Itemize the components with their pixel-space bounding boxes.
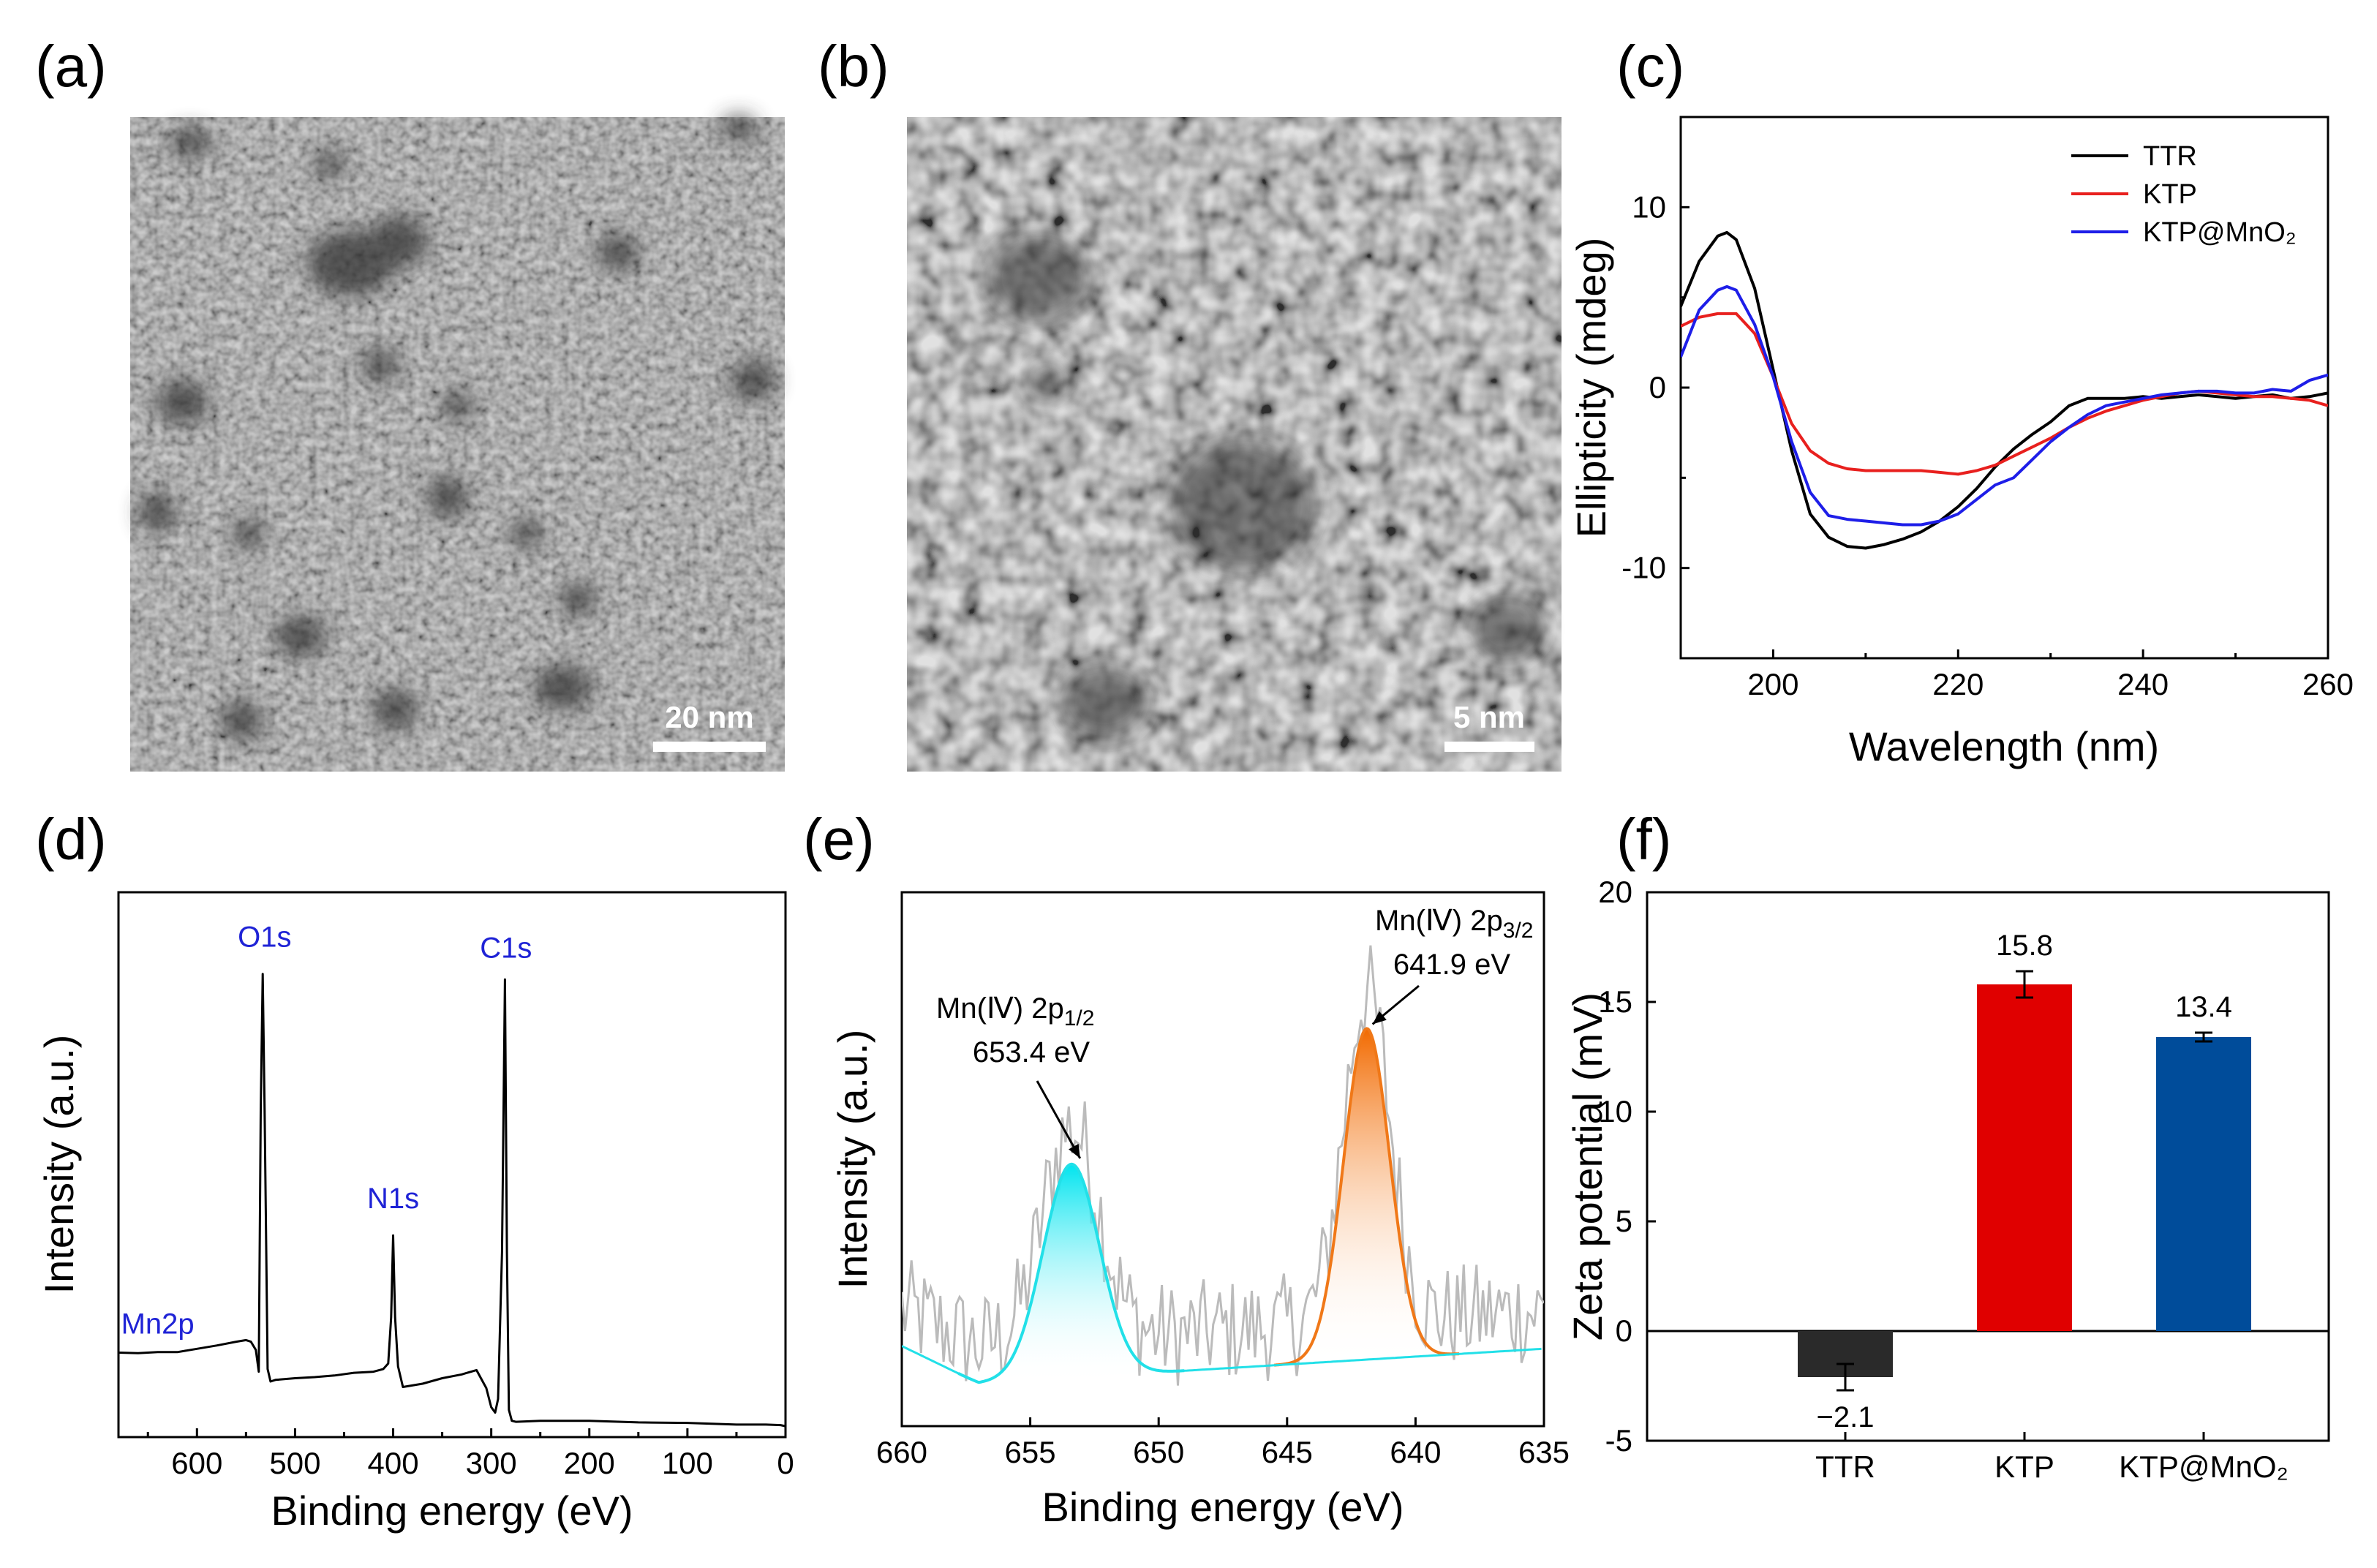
y-tick-label-f: -5 <box>1605 1423 1632 1458</box>
arrow-p12-head <box>1069 1143 1080 1158</box>
y-axis-label-d: Intensity (a.u.) <box>36 1035 82 1294</box>
y-tick-label-f: 5 <box>1616 1204 1632 1238</box>
peak-energy-p32: 641.9 eV <box>1393 949 1510 981</box>
series-line-ttr <box>1681 230 2328 550</box>
x-axis-label-d: Binding energy (eV) <box>271 1488 633 1534</box>
series-line-ktp <box>1681 312 2328 476</box>
y-axis-label-e: Intensity (a.u.) <box>829 1030 875 1289</box>
x-tick-label-d: 600 <box>171 1446 222 1480</box>
panel-f-label: (f) <box>1616 807 1672 872</box>
x-tick-label-c: 220 <box>1932 667 1984 701</box>
bars-f: −2.1 TTR 15.8 KTP 13.4 KTP@MnO₂ <box>1798 930 2289 1484</box>
x-tick-label-d: 500 <box>269 1446 320 1480</box>
panel-a: (a) <box>35 34 785 772</box>
x-tick-label-d: 200 <box>564 1446 615 1480</box>
survey-spectrum-line <box>118 973 786 1428</box>
x-axis-label-e: Binding energy (eV) <box>1042 1484 1404 1530</box>
raw-xps-data-line <box>902 945 1544 1386</box>
tem-image-b: 5 nm <box>907 117 1562 772</box>
bar-value-label: −2.1 <box>1817 1401 1875 1433</box>
series-lines-c <box>1681 230 2328 550</box>
x-tick-label-d: 300 <box>466 1446 517 1480</box>
peak-label-n1s: N1s <box>367 1183 419 1215</box>
peak-label-p12-subscript: 1/2 <box>1064 1006 1095 1030</box>
x-tick-label-e: 640 <box>1390 1435 1441 1469</box>
x-category-label-f: KTP@MnO₂ <box>2119 1450 2289 1484</box>
peak-fit-line-p32 <box>1274 1027 1460 1367</box>
peak-label-p32-subscript: 3/2 <box>1503 919 1534 943</box>
panel-f: (f) -5 0 5 10 15 20 −2.1 TTR 15.8 KTP 13.4 KTP@MnO… <box>1564 807 2330 1484</box>
peak-label-c1s: C1s <box>480 932 532 964</box>
axis-ticks-c: 200 220 240 260 -10 0 10 <box>1621 116 2354 701</box>
scale-bar-a-label: 20 nm <box>665 700 753 734</box>
arrow-p32-head <box>1372 1011 1387 1025</box>
scale-bar-a <box>653 742 766 752</box>
panel-c-label: (c) <box>1616 34 1684 99</box>
bar-value-label: 13.4 <box>2175 991 2232 1023</box>
x-tick-label-e: 635 <box>1518 1435 1570 1469</box>
x-category-label-f: KTP <box>1994 1450 2054 1484</box>
x-tick-label-e: 660 <box>876 1435 927 1469</box>
x-tick-label-d: 0 <box>777 1446 794 1480</box>
baseline-fit-line <box>902 1163 1542 1384</box>
y-tick-label-f: 0 <box>1616 1313 1632 1348</box>
x-tick-label-c: 260 <box>2302 667 2354 701</box>
y-tick-label-c: 10 <box>1632 189 1666 224</box>
x-tick-label-d: 400 <box>367 1446 418 1480</box>
panel-c: (c) 200 220 240 260 -10 0 10 TTR KTP KTP@MnO₂ Wa… <box>1568 34 2354 769</box>
scale-bar-b <box>1444 742 1534 752</box>
x-tick-label-c: 200 <box>1747 667 1798 701</box>
series-lines-e <box>902 945 1544 1386</box>
legend-label-ttr: TTR <box>2143 141 2197 172</box>
legend-c: TTR KTP KTP@MnO₂ <box>2071 141 2297 248</box>
peak-label-mn2p: Mn2p <box>121 1308 195 1340</box>
scale-bar-b-label: 5 nm <box>1453 700 1525 734</box>
series-lines-d <box>118 973 786 1428</box>
peak-label-o1s: O1s <box>238 921 291 954</box>
legend-label-ktp: KTP <box>2143 179 2197 210</box>
arrow-p12 <box>1036 1080 1082 1159</box>
y-tick-label-f: 10 <box>1598 1094 1632 1128</box>
legend-label-ktp-mno2: KTP@MnO₂ <box>2143 217 2297 248</box>
peak-label-p12: Mn(Ⅳ) 2p1/2 <box>936 992 1094 1030</box>
x-tick-label-e: 645 <box>1262 1435 1313 1469</box>
peak-fill-p32 <box>1274 1028 1460 1365</box>
peak-fill-p12 <box>958 1164 1185 1384</box>
plot-frame-f <box>1646 891 2330 1442</box>
x-category-label-f: TTR <box>1815 1450 1875 1484</box>
x-tick-label-c: 240 <box>2117 667 2169 701</box>
panel-d: (d) 600 500 400 300 200 100 0 Mn2p O1s N1s C1s Bi… <box>35 807 794 1534</box>
series-line-ktp-mno2 <box>1681 284 2328 527</box>
y-tick-label-f: 20 <box>1598 875 1632 909</box>
y-tick-label-f: 15 <box>1598 984 1632 1019</box>
panel-e: (e) 660 655 650 645 640 635 Mn(Ⅳ) 2p1/2 653.4 … <box>803 807 1570 1530</box>
y-axis-label-f: Zeta potential (mV) <box>1564 992 1611 1341</box>
axis-ticks-e: 660 655 650 645 640 635 <box>876 1417 1570 1469</box>
y-axis-label-c: Ellipticity (mdeg) <box>1568 238 1614 538</box>
axis-ticks-d: 600 500 400 300 200 100 0 <box>146 1428 794 1480</box>
plot-frame-e <box>900 891 1545 1428</box>
bar-ktpmno <box>2156 1037 2251 1331</box>
x-tick-label-e: 655 <box>1005 1435 1056 1469</box>
panel-b-label: (b) <box>818 34 889 99</box>
x-axis-label-c: Wavelength (nm) <box>1849 723 2159 769</box>
x-tick-label-e: 650 <box>1133 1435 1184 1469</box>
bar-value-label: 15.8 <box>1996 930 2053 962</box>
panel-a-label: (a) <box>35 34 107 99</box>
bar-ktp <box>1977 984 2072 1331</box>
panel-e-label: (e) <box>803 807 875 872</box>
peak-labels-d: Mn2p O1s N1s C1s <box>121 921 532 1341</box>
x-tick-label-d: 100 <box>662 1446 713 1480</box>
tem-image-a: 20 nm <box>130 115 785 772</box>
panel-b: (b) 5 nm <box>818 34 1562 772</box>
plot-frame-d <box>117 891 787 1439</box>
panel-d-label: (d) <box>35 807 107 872</box>
peak-annotations-e: Mn(Ⅳ) 2p1/2 653.4 eV Mn(Ⅳ) 2p3/2 641.9 eV <box>936 905 1533 1159</box>
y-tick-label-c: 0 <box>1649 370 1666 404</box>
peak-energy-p12: 653.4 eV <box>973 1036 1090 1068</box>
peak-label-p32: Mn(Ⅳ) 2p3/2 <box>1375 905 1533 943</box>
y-tick-label-c: -10 <box>1621 551 1666 585</box>
